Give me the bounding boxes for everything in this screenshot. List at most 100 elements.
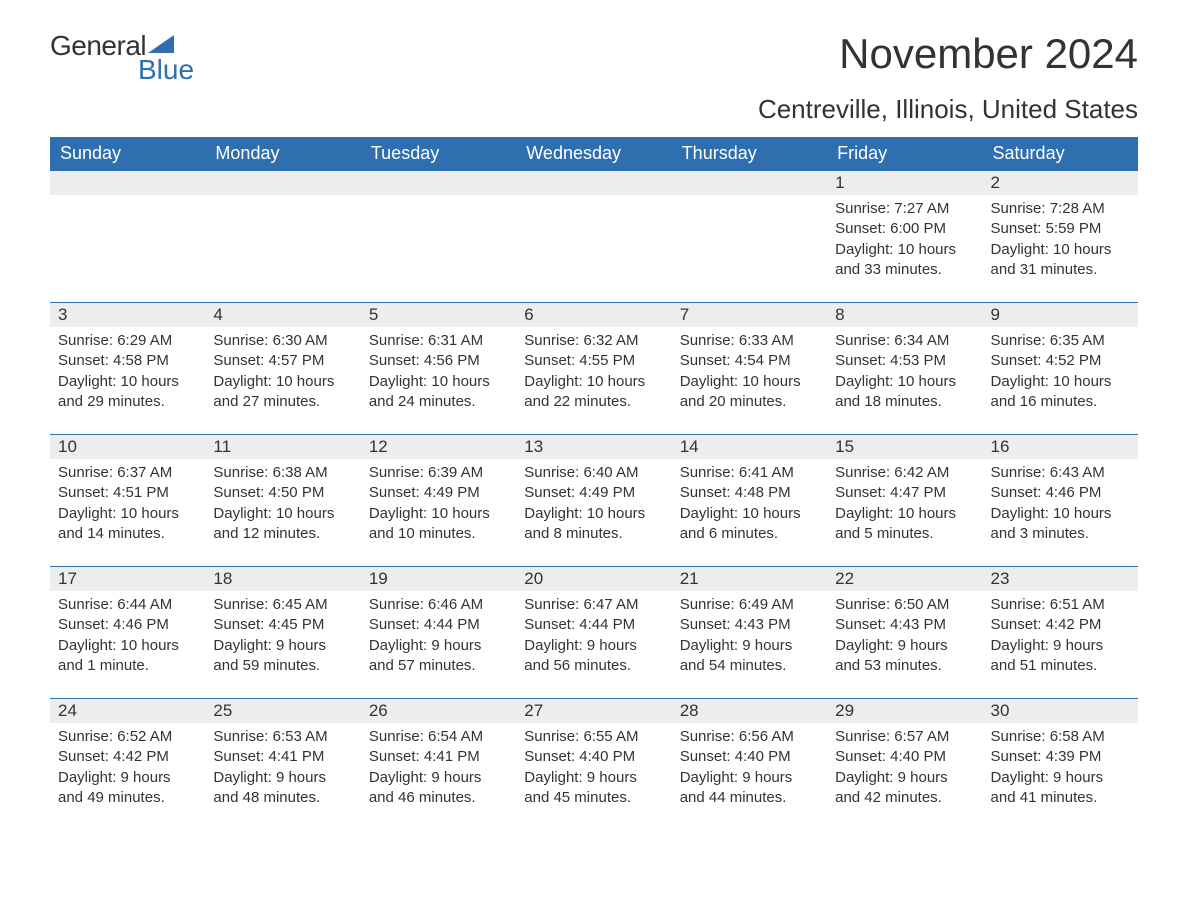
day-body: Sunrise: 6:29 AMSunset: 4:58 PMDaylight:… <box>50 327 205 420</box>
day-number: 10 <box>50 434 205 459</box>
daynum-bar-empty <box>50 170 205 195</box>
sunrise-text: Sunrise: 6:52 AM <box>58 727 197 747</box>
calendar-cell: 1Sunrise: 7:27 AMSunset: 6:00 PMDaylight… <box>827 170 982 302</box>
weekday-header: Thursday <box>672 137 827 170</box>
day-number: 29 <box>827 698 982 723</box>
calendar-cell: 19Sunrise: 6:46 AMSunset: 4:44 PMDayligh… <box>361 566 516 698</box>
day-body: Sunrise: 6:31 AMSunset: 4:56 PMDaylight:… <box>361 327 516 420</box>
day-body: Sunrise: 6:46 AMSunset: 4:44 PMDaylight:… <box>361 591 516 684</box>
sunset-text: Sunset: 4:49 PM <box>369 483 508 503</box>
sunrise-text: Sunrise: 7:27 AM <box>835 199 974 219</box>
sunset-text: Sunset: 4:49 PM <box>524 483 663 503</box>
daylight-text: Daylight: 9 hours and 59 minutes. <box>213 636 352 677</box>
sunset-text: Sunset: 4:56 PM <box>369 351 508 371</box>
day-body: Sunrise: 6:34 AMSunset: 4:53 PMDaylight:… <box>827 327 982 420</box>
daynum-bar-empty <box>672 170 827 195</box>
calendar-cell <box>672 170 827 302</box>
calendar-cell: 9Sunrise: 6:35 AMSunset: 4:52 PMDaylight… <box>983 302 1138 434</box>
day-body: Sunrise: 6:55 AMSunset: 4:40 PMDaylight:… <box>516 723 671 816</box>
daylight-text: Daylight: 10 hours and 10 minutes. <box>369 504 508 545</box>
calendar-week: 17Sunrise: 6:44 AMSunset: 4:46 PMDayligh… <box>50 566 1138 698</box>
weekday-header: Monday <box>205 137 360 170</box>
sunrise-text: Sunrise: 6:35 AM <box>991 331 1130 351</box>
daynum-bar-empty <box>361 170 516 195</box>
sunset-text: Sunset: 4:54 PM <box>680 351 819 371</box>
daylight-text: Daylight: 9 hours and 49 minutes. <box>58 768 197 809</box>
daylight-text: Daylight: 10 hours and 31 minutes. <box>991 240 1130 281</box>
daylight-text: Daylight: 9 hours and 46 minutes. <box>369 768 508 809</box>
sunrise-text: Sunrise: 6:34 AM <box>835 331 974 351</box>
header: General Blue November 2024 <box>50 30 1138 90</box>
day-number: 17 <box>50 566 205 591</box>
day-number: 15 <box>827 434 982 459</box>
day-number: 8 <box>827 302 982 327</box>
calendar-cell: 3Sunrise: 6:29 AMSunset: 4:58 PMDaylight… <box>50 302 205 434</box>
day-number: 19 <box>361 566 516 591</box>
day-body: Sunrise: 6:35 AMSunset: 4:52 PMDaylight:… <box>983 327 1138 420</box>
day-number: 11 <box>205 434 360 459</box>
daylight-text: Daylight: 10 hours and 27 minutes. <box>213 372 352 413</box>
calendar-cell <box>516 170 671 302</box>
calendar-cell: 8Sunrise: 6:34 AMSunset: 4:53 PMDaylight… <box>827 302 982 434</box>
sunrise-text: Sunrise: 6:49 AM <box>680 595 819 615</box>
day-number: 22 <box>827 566 982 591</box>
weekday-header: Friday <box>827 137 982 170</box>
daylight-text: Daylight: 10 hours and 24 minutes. <box>369 372 508 413</box>
day-number: 7 <box>672 302 827 327</box>
calendar-cell: 22Sunrise: 6:50 AMSunset: 4:43 PMDayligh… <box>827 566 982 698</box>
day-body: Sunrise: 6:56 AMSunset: 4:40 PMDaylight:… <box>672 723 827 816</box>
sunset-text: Sunset: 4:44 PM <box>369 615 508 635</box>
day-number: 6 <box>516 302 671 327</box>
day-number: 24 <box>50 698 205 723</box>
day-number: 16 <box>983 434 1138 459</box>
calendar-cell: 11Sunrise: 6:38 AMSunset: 4:50 PMDayligh… <box>205 434 360 566</box>
day-number: 18 <box>205 566 360 591</box>
sunrise-text: Sunrise: 6:32 AM <box>524 331 663 351</box>
day-number: 5 <box>361 302 516 327</box>
calendar-cell: 30Sunrise: 6:58 AMSunset: 4:39 PMDayligh… <box>983 698 1138 830</box>
day-body: Sunrise: 6:42 AMSunset: 4:47 PMDaylight:… <box>827 459 982 552</box>
day-body: Sunrise: 6:44 AMSunset: 4:46 PMDaylight:… <box>50 591 205 684</box>
calendar-cell: 23Sunrise: 6:51 AMSunset: 4:42 PMDayligh… <box>983 566 1138 698</box>
calendar-cell: 27Sunrise: 6:55 AMSunset: 4:40 PMDayligh… <box>516 698 671 830</box>
daylight-text: Daylight: 9 hours and 56 minutes. <box>524 636 663 677</box>
day-number: 13 <box>516 434 671 459</box>
sunset-text: Sunset: 4:52 PM <box>991 351 1130 371</box>
sunrise-text: Sunrise: 7:28 AM <box>991 199 1130 219</box>
daylight-text: Daylight: 10 hours and 12 minutes. <box>213 504 352 545</box>
sunset-text: Sunset: 4:41 PM <box>213 747 352 767</box>
sunrise-text: Sunrise: 6:33 AM <box>680 331 819 351</box>
calendar-cell: 2Sunrise: 7:28 AMSunset: 5:59 PMDaylight… <box>983 170 1138 302</box>
daylight-text: Daylight: 9 hours and 44 minutes. <box>680 768 819 809</box>
day-body: Sunrise: 6:39 AMSunset: 4:49 PMDaylight:… <box>361 459 516 552</box>
day-body: Sunrise: 7:27 AMSunset: 6:00 PMDaylight:… <box>827 195 982 288</box>
calendar-week: 10Sunrise: 6:37 AMSunset: 4:51 PMDayligh… <box>50 434 1138 566</box>
day-body: Sunrise: 6:32 AMSunset: 4:55 PMDaylight:… <box>516 327 671 420</box>
calendar-cell: 15Sunrise: 6:42 AMSunset: 4:47 PMDayligh… <box>827 434 982 566</box>
calendar-cell: 12Sunrise: 6:39 AMSunset: 4:49 PMDayligh… <box>361 434 516 566</box>
sunset-text: Sunset: 4:45 PM <box>213 615 352 635</box>
calendar-cell: 25Sunrise: 6:53 AMSunset: 4:41 PMDayligh… <box>205 698 360 830</box>
sunrise-text: Sunrise: 6:31 AM <box>369 331 508 351</box>
sunrise-text: Sunrise: 6:47 AM <box>524 595 663 615</box>
daylight-text: Daylight: 10 hours and 8 minutes. <box>524 504 663 545</box>
daylight-text: Daylight: 10 hours and 18 minutes. <box>835 372 974 413</box>
sunset-text: Sunset: 4:51 PM <box>58 483 197 503</box>
sunset-text: Sunset: 4:44 PM <box>524 615 663 635</box>
day-body: Sunrise: 6:52 AMSunset: 4:42 PMDaylight:… <box>50 723 205 816</box>
calendar-table: SundayMondayTuesdayWednesdayThursdayFrid… <box>50 137 1138 830</box>
day-body: Sunrise: 7:28 AMSunset: 5:59 PMDaylight:… <box>983 195 1138 288</box>
daylight-text: Daylight: 10 hours and 22 minutes. <box>524 372 663 413</box>
sunset-text: Sunset: 6:00 PM <box>835 219 974 239</box>
calendar-cell: 17Sunrise: 6:44 AMSunset: 4:46 PMDayligh… <box>50 566 205 698</box>
sunrise-text: Sunrise: 6:40 AM <box>524 463 663 483</box>
daylight-text: Daylight: 10 hours and 16 minutes. <box>991 372 1130 413</box>
sunset-text: Sunset: 4:53 PM <box>835 351 974 371</box>
calendar-cell: 6Sunrise: 6:32 AMSunset: 4:55 PMDaylight… <box>516 302 671 434</box>
day-body: Sunrise: 6:47 AMSunset: 4:44 PMDaylight:… <box>516 591 671 684</box>
day-number: 14 <box>672 434 827 459</box>
sunrise-text: Sunrise: 6:39 AM <box>369 463 508 483</box>
day-number: 3 <box>50 302 205 327</box>
logo-text-blue: Blue <box>138 54 194 86</box>
day-body: Sunrise: 6:51 AMSunset: 4:42 PMDaylight:… <box>983 591 1138 684</box>
